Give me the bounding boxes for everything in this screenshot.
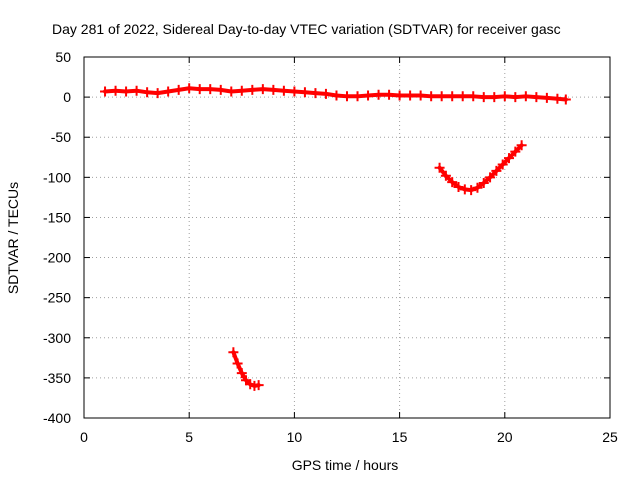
data-point (437, 91, 447, 101)
data-point (561, 95, 571, 105)
x-tick-label: 5 (185, 429, 193, 445)
data-point (426, 91, 436, 101)
data-point (458, 91, 468, 101)
data-point (121, 86, 131, 96)
data-point (174, 85, 184, 95)
y-tick-label: -300 (43, 330, 71, 346)
data-point (153, 88, 163, 98)
y-tick-label: -150 (43, 209, 71, 225)
data-point (142, 87, 152, 97)
data-point (447, 91, 457, 101)
plot-frame (84, 57, 610, 418)
x-tick-label: 20 (497, 429, 513, 445)
data-point (374, 90, 384, 100)
series-layer (100, 83, 571, 391)
data-point (395, 91, 405, 101)
data-point (163, 86, 173, 96)
y-tick-label: -200 (43, 250, 71, 266)
y-tick-label: 0 (63, 89, 71, 105)
y-tick-label: -350 (43, 370, 71, 386)
y-axis-label: SDTVAR / TECUs (5, 182, 21, 294)
x-tick-label: 15 (392, 429, 408, 445)
data-point (195, 84, 205, 94)
grid (84, 57, 610, 418)
y-tick-label: -250 (43, 290, 71, 306)
data-point (384, 90, 394, 100)
x-axis-label: GPS time / hours (292, 457, 399, 473)
y-tick-label: -400 (43, 410, 71, 426)
data-point (489, 92, 499, 102)
y-tick-label: -50 (51, 129, 71, 145)
series-arc-1 (228, 347, 263, 391)
chart: 50 0 -50 -100 -150 -200 -250 -300 -350 -400 0 5 10 15… (0, 0, 640, 480)
x-tick-label: 25 (602, 429, 618, 445)
data-point (468, 91, 478, 101)
data-point (416, 91, 426, 101)
y-tick-label: 50 (55, 49, 71, 65)
data-point (132, 86, 142, 96)
data-point (279, 86, 289, 96)
data-point (331, 91, 341, 101)
data-point (205, 84, 215, 94)
data-point (479, 92, 489, 102)
data-point (100, 86, 110, 96)
data-point (321, 89, 331, 99)
data-point (216, 85, 226, 95)
data-point (353, 91, 363, 101)
data-point (111, 86, 121, 96)
data-point (289, 86, 299, 96)
data-point (226, 86, 236, 96)
data-point (510, 92, 520, 102)
data-point (310, 88, 320, 98)
data-point (268, 85, 278, 95)
x-tick-label: 10 (287, 429, 303, 445)
data-point (258, 84, 268, 94)
data-point (531, 92, 541, 102)
x-tick-label: 0 (80, 429, 88, 445)
y-tick-label: -100 (43, 169, 71, 185)
series-arc-2 (435, 140, 527, 195)
chart-title: Day 281 of 2022, Sidereal Day-to-day VTE… (52, 21, 561, 37)
data-point (237, 86, 247, 96)
data-point (466, 185, 476, 195)
data-point (363, 91, 373, 101)
data-point (500, 91, 510, 101)
series-near-zero-band (100, 83, 571, 104)
data-point (342, 91, 352, 101)
data-point (521, 91, 531, 101)
ticks: 50 0 -50 -100 -150 -200 -250 -300 -350 -400 0 5 10 15… (43, 49, 618, 445)
data-point (247, 85, 257, 95)
data-point (184, 83, 194, 93)
data-point (542, 93, 552, 103)
data-point (228, 347, 238, 357)
data-point (300, 87, 310, 97)
data-point (405, 91, 415, 101)
